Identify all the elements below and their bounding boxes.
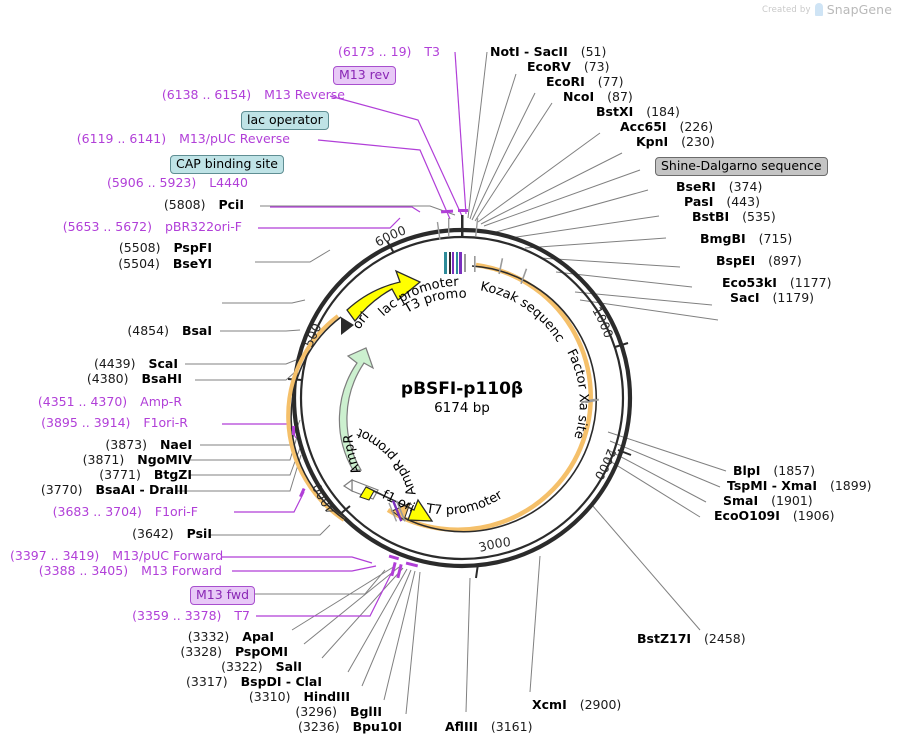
enzyme-label-bpu10i: (3236) Bpu10I bbox=[298, 719, 402, 734]
watermark-created-by: Created by bbox=[761, 4, 811, 15]
primer-label-pbr322ori-f: (5653 .. 5672) pBR322ori-F bbox=[62, 219, 242, 234]
boxed-label-lac-operator[interactable]: lac operator bbox=[241, 111, 329, 130]
primer-label-m13-puc-forward: (3397 .. 3419) M13/pUC Forward bbox=[10, 548, 224, 563]
enzyme-label-bsahi: (4380) BsaHI bbox=[86, 371, 182, 386]
enzyme-label-ncoi: NcoI (87) bbox=[563, 89, 633, 104]
snapgene-logo-icon bbox=[814, 3, 823, 16]
enzyme-label-bstz17i: BstZ17I (2458) bbox=[637, 631, 746, 646]
enzyme-label-pasi: PasI (443) bbox=[684, 194, 760, 209]
enzyme-label-tspmi-xmai: TspMI - XmaI (1899) bbox=[727, 478, 872, 493]
boxed-label-m13-fwd[interactable]: M13 fwd bbox=[190, 586, 256, 605]
enzyme-label-ecorv: EcoRV (73) bbox=[527, 59, 610, 74]
leader-lines-bottom-left bbox=[291, 565, 421, 715]
primer-label-l4440: (5906 .. 5923) L4440 bbox=[106, 175, 248, 190]
enzyme-label-btgzi: (3771) BtgZI bbox=[99, 467, 192, 482]
enzyme-label-bspei: BspEI (897) bbox=[716, 253, 802, 268]
primer-label-m13-forward: (3388 .. 3405) M13 Forward bbox=[38, 563, 222, 578]
enzyme-label-scai: (4439) ScaI bbox=[93, 356, 178, 371]
enzyme-label-noti-sacii: NotI - SacII (51) bbox=[490, 44, 607, 59]
enzyme-label-psii: (3642) PsiI bbox=[132, 526, 212, 541]
enzyme-label-smai: SmaI (1901) bbox=[723, 493, 813, 508]
enzyme-label-bsai: (4854) BsaI bbox=[127, 323, 212, 338]
boxed-label-cap-binding-site[interactable]: CAP binding site bbox=[170, 155, 284, 174]
enzyme-label-pspfi: (5508) PspFI bbox=[118, 240, 212, 255]
primer-label-amp-r: (4351 .. 4370) Amp-R bbox=[37, 394, 182, 409]
t7-promoter-tick bbox=[388, 500, 406, 522]
enzyme-label-xcmi: XcmI (2900) bbox=[532, 697, 622, 712]
enzyme-label-blpi: BlpI (1857) bbox=[733, 463, 815, 478]
enzyme-label-ecori: EcoRI (77) bbox=[546, 74, 624, 89]
enzyme-label-bstxi: BstXI (184) bbox=[596, 104, 680, 119]
enzyme-label-bseyi: (5504) BseYI bbox=[118, 256, 212, 271]
enzyme-label-eco53ki: Eco53kI (1177) bbox=[722, 275, 832, 290]
enzyme-label-sali: (3322) SalI bbox=[221, 659, 302, 674]
boxed-label-m13-rev[interactable]: M13 rev bbox=[333, 66, 396, 85]
enzyme-label-pcii: (5808) PciI bbox=[163, 197, 244, 212]
plasmid-size: 6174 bp bbox=[434, 400, 490, 416]
enzyme-label-afliii: AflIII (3161) bbox=[445, 719, 533, 734]
leader-lines-right bbox=[465, 431, 727, 713]
enzyme-label-bstbi: BstBI (535) bbox=[692, 209, 776, 224]
boxed-label-shine-dalgarno[interactable]: Shine-Dalgarno sequence bbox=[655, 157, 828, 176]
factor-xa-tick bbox=[580, 398, 600, 404]
watermark-brand: SnapGene bbox=[826, 2, 892, 17]
enzyme-label-bsaai-draiii: (3770) BsaAI - DraIII bbox=[40, 482, 188, 497]
mcs-feature-ticks bbox=[436, 215, 528, 285]
enzyme-label-bspdi-clai: (3317) BspDI - ClaI bbox=[186, 674, 322, 689]
enzyme-label-acc65i: Acc65I (226) bbox=[620, 119, 714, 134]
enzyme-label-saci: SacI (1179) bbox=[730, 290, 815, 305]
plasmid-name: pBSFI-p110β bbox=[401, 379, 523, 399]
enzyme-label-kpni: KpnI (230) bbox=[636, 134, 715, 149]
enzyme-label-ngomiv: (3871) NgoMIV bbox=[82, 452, 192, 467]
snapgene-watermark: Created by SnapGene bbox=[762, 2, 892, 17]
enzyme-label-hindiii: (3310) HindIII bbox=[248, 689, 350, 704]
enzyme-label-ecoo109i: EcoO109I (1906) bbox=[714, 508, 835, 523]
enzyme-label-naei: (3873) NaeI bbox=[105, 437, 192, 452]
ampr-direction-arrow bbox=[286, 314, 354, 522]
leader-lines-left bbox=[175, 205, 456, 595]
enzyme-label-apai: (3332) ApaI bbox=[187, 629, 274, 644]
feature-arrow-f1-ori bbox=[359, 486, 434, 522]
feature-arrow-ori bbox=[346, 269, 422, 323]
primer-label-f1ori-f: (3683 .. 3704) F1ori-F bbox=[52, 504, 198, 519]
primer-label-m13-puc-reverse: (6119 .. 6141) M13/pUC Reverse bbox=[76, 131, 290, 146]
ruler-label-3000: 3000 bbox=[477, 534, 512, 555]
enzyme-label-bmgbi: BmgBI (715) bbox=[700, 231, 793, 246]
primer-label-f1ori-r: (3895 .. 3914) F1ori-R bbox=[41, 415, 188, 430]
backbone-annotation-ticks bbox=[292, 209, 468, 579]
enzyme-label-bglii: (3296) BglII bbox=[295, 704, 382, 719]
primer-label-t7-bottom: (3359 .. 3378) T7 bbox=[132, 608, 250, 623]
feature-arrow-ampr bbox=[338, 347, 375, 471]
enzyme-label-pspomi: (3328) PspOMI bbox=[180, 644, 288, 659]
primer-label-m13-reverse: (6138 .. 6154) M13 Reverse bbox=[161, 87, 345, 102]
feature-label-t7-promoter: T7 promoter bbox=[424, 487, 506, 518]
primer-label-t3-top: (6173 .. 19) T3 bbox=[338, 44, 440, 59]
enzyme-label-bseri: BseRI (374) bbox=[676, 179, 763, 194]
